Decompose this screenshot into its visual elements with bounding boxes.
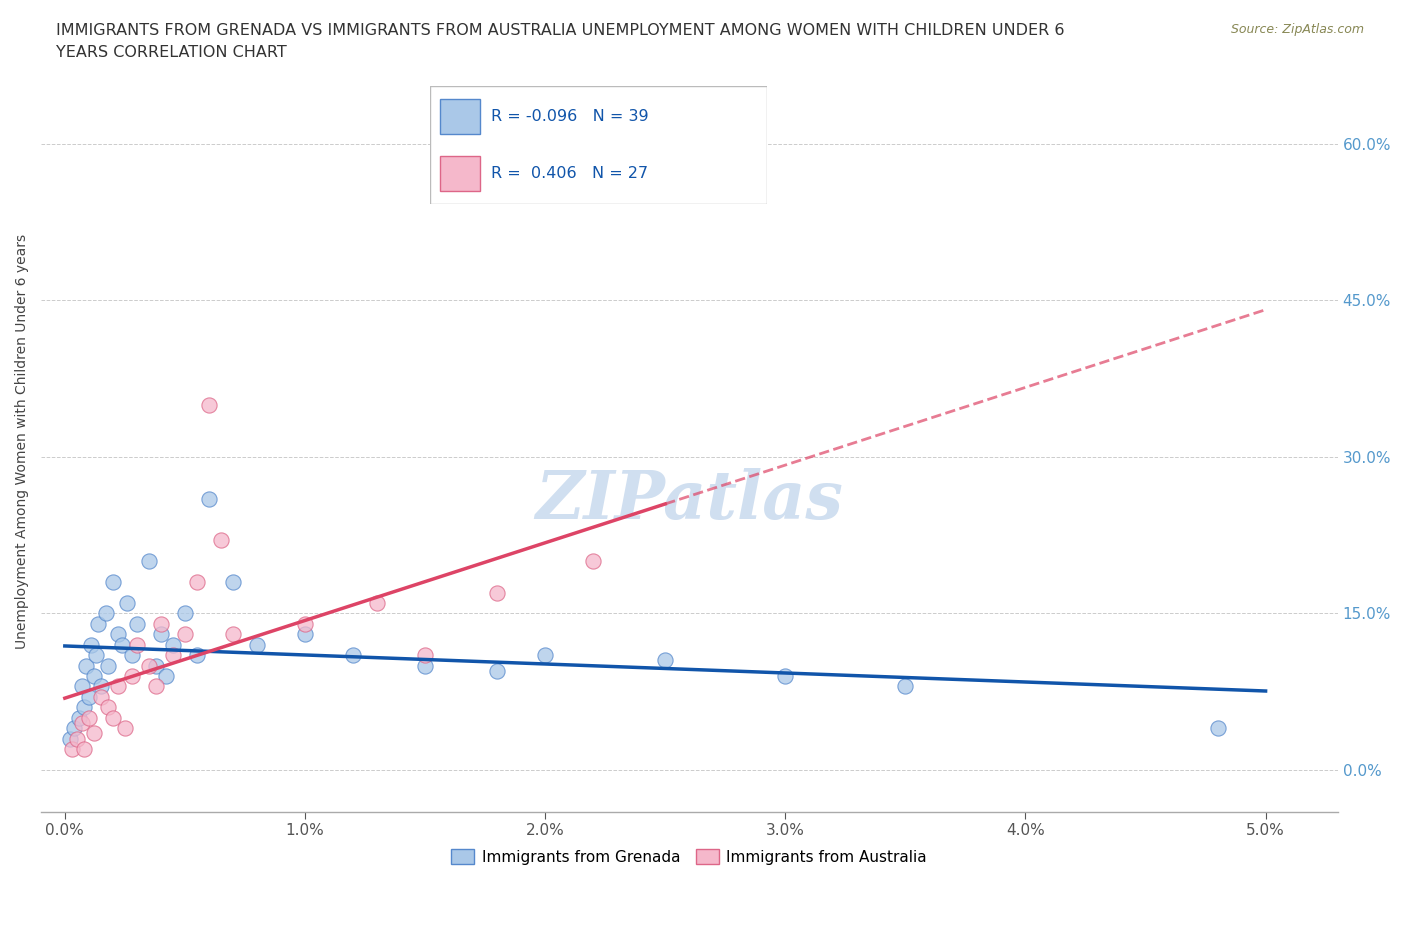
- Point: [198, 397, 221, 412]
- Point: [70, 715, 93, 730]
- Text: IMMIGRANTS FROM GRENADA VS IMMIGRANTS FROM AUSTRALIA UNEMPLOYMENT AMONG WOMEN WI: IMMIGRANTS FROM GRENADA VS IMMIGRANTS FR…: [56, 23, 1064, 38]
- Point: [582, 553, 605, 568]
- Point: [80, 637, 103, 652]
- Point: [84, 647, 107, 662]
- Point: [775, 669, 797, 684]
- Point: [83, 726, 105, 741]
- Point: [174, 627, 197, 642]
- Point: [83, 669, 105, 684]
- Point: [342, 647, 364, 662]
- Point: [94, 606, 117, 621]
- Point: [149, 617, 172, 631]
- Point: [209, 533, 232, 548]
- Point: [486, 585, 509, 600]
- Point: [121, 647, 143, 662]
- Text: ZIPatlas: ZIPatlas: [536, 468, 844, 533]
- Point: [111, 637, 134, 652]
- Point: [67, 711, 90, 725]
- Point: [60, 741, 83, 756]
- Point: [107, 679, 129, 694]
- Legend: Immigrants from Grenada, Immigrants from Australia: Immigrants from Grenada, Immigrants from…: [446, 843, 934, 870]
- Point: [162, 647, 184, 662]
- Point: [125, 637, 148, 652]
- Point: [125, 617, 148, 631]
- Point: [138, 553, 160, 568]
- Point: [59, 731, 82, 746]
- Point: [222, 575, 245, 590]
- Point: [90, 689, 112, 704]
- Point: [97, 658, 120, 673]
- Point: [66, 731, 89, 746]
- Point: [155, 669, 177, 684]
- Point: [294, 627, 316, 642]
- Point: [97, 700, 120, 715]
- Point: [294, 617, 316, 631]
- Point: [486, 663, 509, 678]
- Point: [366, 595, 388, 610]
- Point: [70, 679, 93, 694]
- Point: [246, 637, 269, 652]
- Y-axis label: Unemployment Among Women with Children Under 6 years: Unemployment Among Women with Children U…: [15, 233, 30, 649]
- Point: [413, 658, 436, 673]
- Point: [162, 637, 184, 652]
- Point: [90, 679, 112, 694]
- Point: [145, 679, 167, 694]
- Point: [894, 679, 917, 694]
- Point: [138, 658, 160, 673]
- Point: [101, 575, 124, 590]
- Point: [87, 617, 110, 631]
- Point: [117, 595, 139, 610]
- Point: [73, 741, 96, 756]
- Point: [63, 721, 86, 736]
- Point: [114, 721, 136, 736]
- Point: [222, 627, 245, 642]
- Point: [121, 669, 143, 684]
- Point: [101, 711, 124, 725]
- Text: YEARS CORRELATION CHART: YEARS CORRELATION CHART: [56, 45, 287, 60]
- Point: [174, 606, 197, 621]
- Point: [145, 658, 167, 673]
- Point: [149, 627, 172, 642]
- Point: [1206, 721, 1229, 736]
- Text: Source: ZipAtlas.com: Source: ZipAtlas.com: [1230, 23, 1364, 36]
- Point: [186, 647, 208, 662]
- Point: [75, 658, 97, 673]
- Point: [534, 647, 557, 662]
- Point: [186, 575, 208, 590]
- Point: [73, 700, 96, 715]
- Point: [413, 647, 436, 662]
- Point: [198, 491, 221, 506]
- Point: [77, 711, 100, 725]
- Point: [654, 653, 676, 668]
- Point: [107, 627, 129, 642]
- Point: [77, 689, 100, 704]
